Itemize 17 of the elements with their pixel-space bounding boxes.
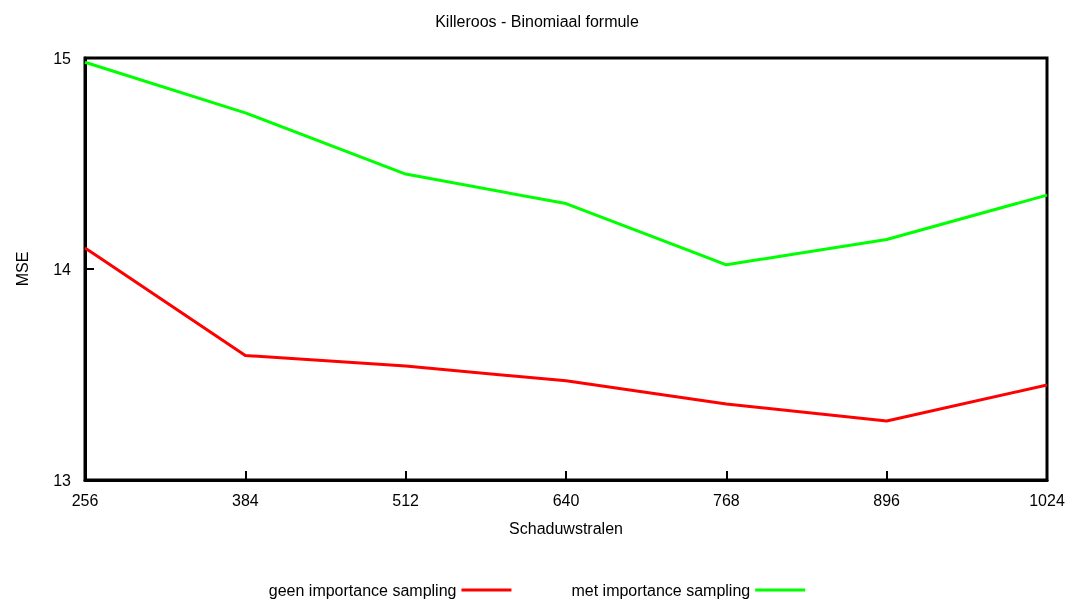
x-tick-label: 256: [71, 491, 99, 509]
x-tick-label: 384: [231, 491, 259, 509]
x-tick-label: 768: [712, 491, 740, 509]
line-series: [83, 60, 1049, 267]
x-axis-title: Schaduwstralen: [509, 519, 623, 537]
x-tick-label: 512: [392, 491, 420, 509]
x-tick-label: 640: [552, 491, 580, 509]
legend-label: geen importance sampling: [268, 581, 457, 599]
x-tick-label: 1024: [1029, 491, 1065, 509]
y-tick-label: 14: [53, 260, 72, 278]
legend-label: met importance sampling: [571, 581, 751, 599]
y-axis-title: MSE: [13, 251, 31, 287]
line-series: [83, 246, 1049, 423]
x-tick-label: 896: [873, 491, 901, 509]
chart-title: Killeroos - Binomiaal formule: [435, 12, 639, 30]
y-tick-label: 15: [53, 49, 72, 67]
y-tick-label: 13: [53, 471, 72, 489]
